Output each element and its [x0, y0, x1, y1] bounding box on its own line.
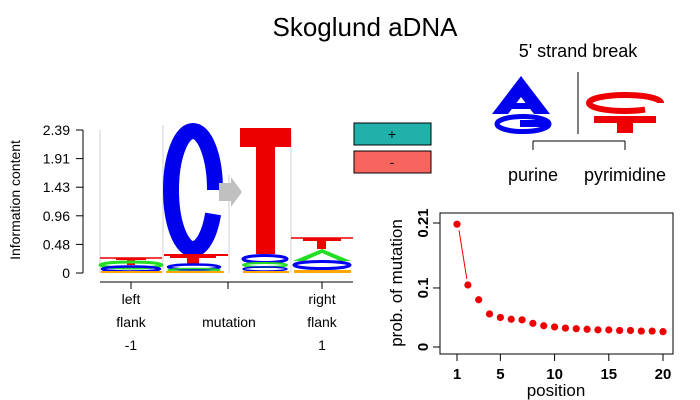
- logo-x-label-left-3: -1: [125, 337, 138, 353]
- strand-break-panel: 5' strand break purine pyrimidine: [492, 41, 666, 185]
- plot-x-tick-label: 20: [655, 366, 672, 383]
- logo-y-tick-label: 0.96: [43, 208, 70, 224]
- logo-letter-A: [98, 260, 164, 270]
- plot-point: [464, 281, 472, 289]
- plot-point: [572, 325, 580, 333]
- plot-points: [453, 220, 667, 336]
- strand-letter-G: [494, 114, 552, 134]
- legend-minus-box: [353, 150, 432, 174]
- legend-plus-box: [353, 122, 432, 146]
- plot-point: [583, 325, 591, 333]
- legend-plus-label: +: [388, 126, 396, 142]
- mutation-arrow: [219, 177, 242, 207]
- logo-letter-T: [187, 255, 199, 264]
- strand-letter-G-bar: [520, 120, 548, 127]
- plot-point: [637, 327, 645, 335]
- logo-letter-C: [166, 263, 222, 271]
- plot-y-tick-label: 0.1: [415, 278, 432, 299]
- logo-letter-G: [243, 271, 289, 273]
- plot-point: [453, 220, 461, 228]
- logo-letter-C: [242, 266, 288, 272]
- logo-y-tick-label: 0.48: [43, 236, 70, 252]
- logo-letter-big-T-stem: [256, 146, 275, 254]
- mutation-probability-plot: 1 5 10 15 20 00.10.21 position prob. of muta…: [387, 208, 674, 400]
- logo-letter-T-bar: [303, 238, 341, 241]
- plot-point: [626, 326, 635, 335]
- strand-break-left-label: purine: [508, 165, 558, 185]
- logo-y-tick-label: 0: [62, 265, 70, 281]
- logo-letter-T: [317, 238, 326, 249]
- plot-connector: [458, 230, 468, 280]
- logo-letter-C: [292, 260, 352, 270]
- strand-break-right-label: pyrimidine: [584, 165, 666, 185]
- logo-letter-G: [166, 271, 224, 273]
- logo-letter-T-bar: [170, 255, 216, 258]
- logo-x-label-right-2: flank: [307, 314, 338, 330]
- plot-point: [616, 326, 624, 335]
- logo-y-label: Information content: [7, 140, 23, 260]
- logo-letter-C: [241, 254, 289, 264]
- logo-x-label-left-2: flank: [116, 314, 147, 330]
- logo-letter-A: [293, 249, 351, 261]
- plot-point: [518, 316, 526, 324]
- plot-point: [529, 319, 537, 327]
- logo-y-tick-label: 1.91: [43, 151, 70, 167]
- plot-y-ticks: 0 0.1 0.21: [415, 208, 440, 351]
- logo-column-left-flank: [98, 257, 164, 273]
- plot-x-tick-label: 5: [496, 366, 504, 383]
- plot-y-tick-label: 0: [415, 343, 432, 351]
- strand-letter-C: [586, 92, 664, 114]
- plot-point: [540, 322, 548, 330]
- figure-title: Skoglund aDNA: [273, 12, 459, 42]
- plot-x-label: position: [527, 381, 586, 400]
- plot-point: [485, 310, 494, 318]
- strand-letter-T-bar: [594, 116, 656, 123]
- plot-point: [475, 296, 483, 304]
- plot-x-tick-label: 15: [600, 366, 617, 383]
- logo-y-tick-label: 2.39: [43, 122, 70, 138]
- plot-y-label: prob. of mutation: [387, 219, 406, 347]
- logo-letter-T-bar: [116, 258, 146, 260]
- logo-x-label-right-1: right: [308, 291, 335, 307]
- logo-letter-G: [294, 270, 351, 273]
- logo-y-ticks: 0 0.48 0.96 1.43 1.91 2.39: [43, 122, 83, 281]
- logo-column-mutation-to: [240, 128, 291, 273]
- plot-connector-segment: [458, 230, 468, 280]
- plot-point: [648, 327, 656, 335]
- logo-x-label-mutation: mutation: [202, 314, 256, 330]
- strand-legend: + -: [353, 122, 432, 174]
- plot-point: [659, 328, 667, 336]
- strand-letter-A-bar: [506, 103, 536, 109]
- plot-x-tick-label: 10: [546, 366, 563, 383]
- logo-column-right-flank: [291, 237, 353, 273]
- legend-minus-label: -: [390, 154, 395, 170]
- logo-letter-big-T-bar: [240, 128, 291, 147]
- plot-point: [496, 313, 504, 322]
- plot-frame: [439, 212, 674, 355]
- plot-y-tick-label: 0.21: [415, 208, 432, 237]
- logo-letter-G: [101, 271, 162, 273]
- logo-x-label-left-1: left: [122, 291, 141, 307]
- logo-y-tick-label: 1.43: [43, 179, 70, 195]
- logo-letter-big-C: [163, 123, 223, 257]
- sequence-logo: 0 0.48 0.96 1.43 1.91 2.39 Information conten…: [7, 122, 353, 353]
- logo-column-mutation-from: [163, 123, 228, 273]
- plot-x-ticks: 1 5 10 15 20: [453, 354, 672, 383]
- logo-x-label-right-3: 1: [318, 337, 326, 353]
- plot-point: [605, 326, 613, 334]
- plot-point: [594, 326, 602, 334]
- plot-x-tick-label: 1: [453, 366, 461, 383]
- plot-point: [507, 315, 515, 323]
- strand-break-title: 5' strand break: [519, 41, 639, 61]
- plot-point: [550, 323, 559, 331]
- strand-letter-T-stem: [617, 122, 633, 133]
- plot-point: [561, 324, 570, 332]
